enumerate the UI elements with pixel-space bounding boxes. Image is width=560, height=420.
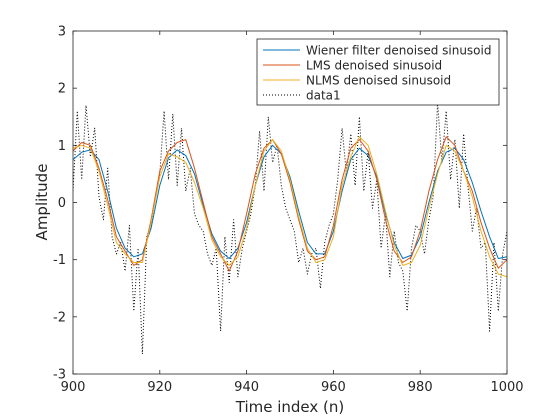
legend-label: data1 xyxy=(306,89,341,103)
legend-label: NLMS denoised sinusoid xyxy=(306,74,451,88)
ticks-layer: 900 920 940 960 980 1000 -3 -2 -1 0 1 2 3 xyxy=(53,25,524,396)
y-tick-label: 1 xyxy=(58,139,66,154)
series-line-2 xyxy=(73,136,507,278)
y-tick-label: 2 xyxy=(58,82,66,97)
x-tick-label: 920 xyxy=(147,380,172,395)
legend-label: Wiener filter denoised sinusoid xyxy=(306,44,491,58)
y-tick-label: 3 xyxy=(58,25,66,40)
x-tick-label: 900 xyxy=(61,380,86,395)
y-tick-label: -2 xyxy=(53,310,66,325)
x-tick-label: 1000 xyxy=(490,380,523,395)
x-tick-label: 940 xyxy=(234,380,259,395)
legend-label: LMS denoised sinusoid xyxy=(306,59,442,73)
y-tick-label: -1 xyxy=(53,253,66,268)
x-axis-label: Time index (n) xyxy=(235,398,345,416)
y-axis-label: Amplitude xyxy=(33,164,51,241)
x-tick-label: 980 xyxy=(408,380,433,395)
y-tick-label: 0 xyxy=(58,196,66,211)
series-line-3 xyxy=(73,102,507,355)
x-tick-label: 960 xyxy=(321,380,346,395)
series-layer xyxy=(73,102,507,355)
y-tick-label: -3 xyxy=(53,368,66,383)
series-line-1 xyxy=(73,136,507,272)
